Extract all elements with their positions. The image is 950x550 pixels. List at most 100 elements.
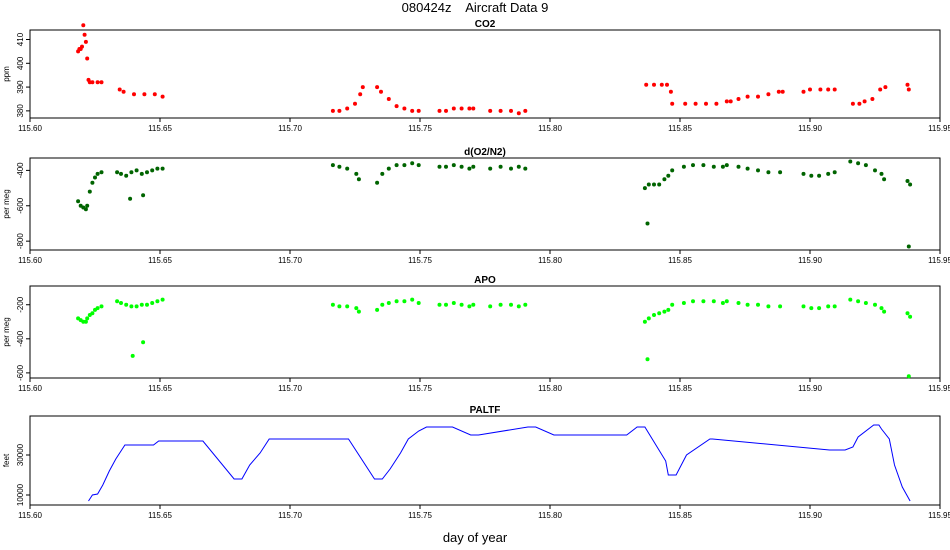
co2-data-point bbox=[652, 82, 656, 87]
co2-data-point bbox=[670, 101, 675, 106]
co2-data-point bbox=[776, 89, 781, 94]
apo-data-point bbox=[437, 302, 442, 307]
co2-data-point bbox=[683, 101, 688, 106]
paltf-x-tick-label: 115.95 bbox=[928, 511, 950, 520]
o2n2-data-point bbox=[95, 171, 100, 176]
co2-data-point bbox=[358, 92, 363, 97]
o2n2-data-point bbox=[882, 177, 887, 182]
co2-data-point bbox=[117, 87, 122, 92]
apo-data-point bbox=[85, 316, 90, 321]
co2-data-point bbox=[459, 106, 464, 111]
o2n2-data-point bbox=[150, 168, 155, 173]
paltf-y-tick-label: 30000 bbox=[16, 443, 25, 466]
apo-data-point bbox=[95, 306, 100, 311]
apo-y-tick-label: -600 bbox=[16, 364, 25, 381]
apo-data-point bbox=[124, 302, 129, 307]
co2-data-point bbox=[905, 82, 910, 87]
apo-data-point bbox=[83, 319, 88, 324]
o2n2-plot-frame bbox=[29, 157, 941, 251]
apo-data-point bbox=[160, 297, 165, 302]
apo-data-point bbox=[817, 306, 822, 311]
apo-data-point bbox=[139, 302, 144, 307]
o2n2-data-point bbox=[826, 171, 831, 176]
co2-data-point bbox=[410, 108, 415, 113]
co2-data-point bbox=[142, 92, 147, 97]
co2-data-point bbox=[95, 80, 100, 85]
o2n2-data-point bbox=[509, 166, 513, 171]
o2n2-y-tick-label: -400 bbox=[16, 162, 25, 179]
co2-y-tick-label: 410 bbox=[16, 32, 25, 46]
o2n2-data-point bbox=[498, 164, 503, 169]
o2n2-data-point bbox=[459, 164, 464, 169]
apo-data-point bbox=[666, 307, 671, 312]
co2-x-tick-label: 115.75 bbox=[408, 124, 432, 133]
o2n2-data-point bbox=[160, 166, 165, 171]
o2n2-data-point bbox=[766, 170, 771, 175]
apo-data-point bbox=[809, 306, 814, 311]
o2n2-data-point bbox=[83, 207, 88, 212]
apo-data-point bbox=[509, 302, 513, 307]
apo-data-point bbox=[451, 301, 456, 305]
co2-data-point bbox=[467, 106, 472, 111]
o2n2-data-point bbox=[720, 164, 725, 169]
o2n2-data-point bbox=[711, 164, 716, 169]
o2n2-data-point bbox=[85, 203, 90, 208]
o2n2-x-tick-label: 115.85 bbox=[668, 256, 692, 265]
apo-data-point bbox=[119, 301, 123, 305]
paltf-x-tick-label: 115.90 bbox=[798, 511, 822, 520]
co2-data-point bbox=[90, 80, 95, 85]
apo-data-point bbox=[720, 301, 725, 305]
o2n2-x-tick-label: 115.70 bbox=[278, 256, 302, 265]
co2-data-point bbox=[736, 97, 741, 101]
o2n2-data-point bbox=[145, 170, 149, 175]
o2n2-data-point bbox=[817, 173, 822, 178]
co2-data-point bbox=[85, 56, 90, 61]
co2-data-point bbox=[437, 108, 442, 113]
apo-data-point bbox=[386, 301, 391, 305]
o2n2-data-point bbox=[724, 163, 729, 168]
apo-x-tick-label: 115.85 bbox=[668, 384, 692, 393]
co2-x-tick-label: 115.85 bbox=[668, 124, 692, 133]
o2n2-data-point bbox=[701, 163, 706, 168]
o2n2-data-point bbox=[375, 180, 380, 185]
o2n2-data-point bbox=[523, 166, 528, 171]
x-axis-label: day of year bbox=[442, 530, 508, 545]
co2-data-point bbox=[745, 94, 750, 99]
co2-x-tick-label: 115.60 bbox=[18, 124, 42, 133]
o2n2-data-point bbox=[873, 168, 877, 173]
o2n2-data-point bbox=[467, 166, 472, 171]
o2n2-data-point bbox=[437, 164, 442, 169]
co2-data-point bbox=[379, 89, 383, 94]
o2n2-title: d(O2/N2) bbox=[464, 147, 506, 158]
o2n2-x-tick-label: 115.65 bbox=[148, 256, 172, 265]
apo-data-point bbox=[444, 302, 448, 307]
o2n2-data-point bbox=[139, 171, 144, 176]
co2-data-point bbox=[801, 89, 806, 94]
paltf-panel: PALTF feet 115.60 115.65 115.70 115.75 115.80 1… bbox=[2, 405, 950, 520]
o2n2-data-point bbox=[124, 173, 129, 178]
o2n2-data-point bbox=[87, 189, 92, 194]
co2-data-point bbox=[826, 87, 831, 92]
co2-data-point bbox=[498, 108, 503, 113]
co2-data-point bbox=[402, 106, 407, 111]
co2-y-label: ppm bbox=[2, 66, 11, 82]
co2-data-point bbox=[857, 101, 862, 106]
paltf-x-tick-label: 115.75 bbox=[408, 511, 432, 520]
o2n2-data-point bbox=[330, 163, 335, 168]
o2n2-data-point bbox=[657, 182, 662, 187]
co2-x-tick-label: 115.70 bbox=[278, 124, 302, 133]
o2n2-data-point bbox=[115, 170, 120, 175]
co2-data-point bbox=[375, 85, 380, 90]
apo-data-point bbox=[873, 302, 877, 307]
apo-data-point bbox=[467, 304, 472, 309]
apo-data-point bbox=[337, 304, 342, 309]
co2-data-point bbox=[81, 23, 86, 28]
apo-data-point bbox=[681, 301, 686, 305]
co2-y-tick-label: 380 bbox=[16, 104, 25, 118]
co2-data-point bbox=[808, 87, 812, 92]
o2n2-data-point bbox=[670, 168, 675, 173]
apo-data-point bbox=[498, 302, 503, 307]
o2n2-x-tick-label: 115.60 bbox=[18, 256, 42, 265]
o2n2-data-point bbox=[155, 166, 160, 171]
co2-x-tick-label: 115.90 bbox=[798, 124, 822, 133]
